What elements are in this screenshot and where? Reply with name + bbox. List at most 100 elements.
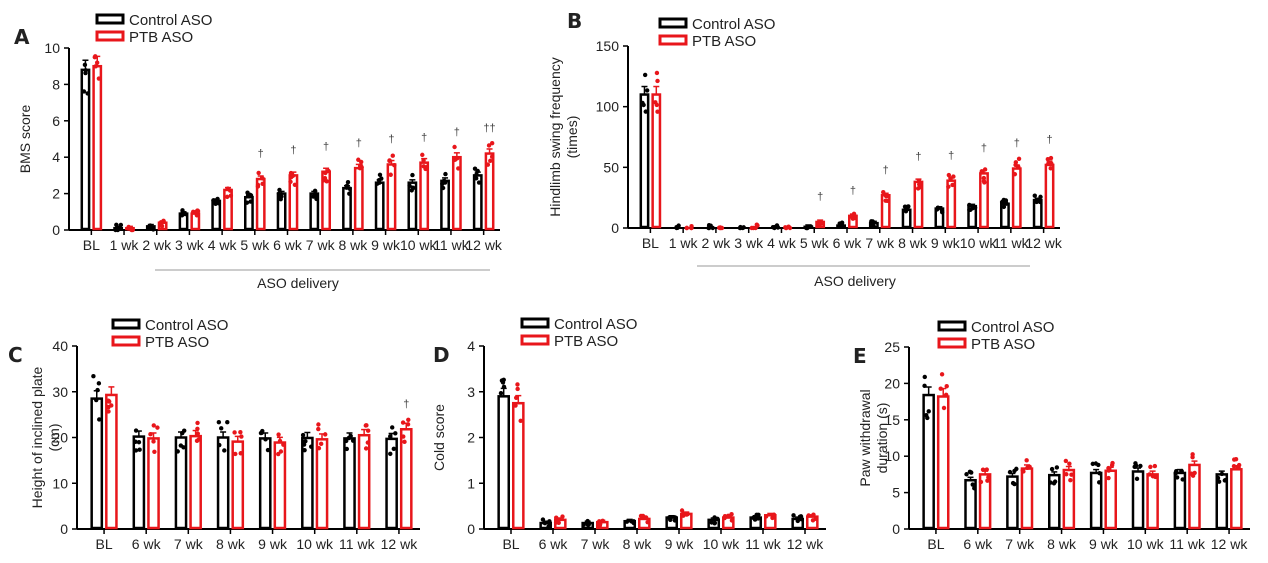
- x-tick-label: 4 wk: [767, 235, 797, 251]
- data-point: [489, 141, 495, 146]
- data-point: [258, 430, 264, 436]
- x-tick-label: 9 wk: [931, 235, 961, 251]
- x-tick-label: 8 wk: [898, 235, 928, 251]
- data-point: [1109, 462, 1115, 468]
- legend-swatch-ptb: [111, 335, 141, 347]
- data-point: [81, 89, 87, 94]
- data-point: [407, 183, 412, 188]
- data-point: [644, 88, 650, 93]
- data-point: [91, 373, 96, 379]
- data-point: [1106, 475, 1111, 481]
- data-point: [903, 209, 909, 214]
- data-point: [943, 392, 949, 398]
- data-point: [951, 174, 956, 179]
- significance-marker: †: [883, 164, 889, 176]
- y-axis-label: Cold score: [431, 404, 447, 471]
- data-point: [193, 209, 199, 215]
- legend-label-ptb: PTB ASO: [554, 333, 618, 350]
- data-point: [1152, 463, 1158, 469]
- data-point: [180, 208, 185, 213]
- x-tick-label: 6 wk: [963, 536, 993, 552]
- data-point: [1049, 466, 1055, 472]
- data-point: [406, 417, 411, 422]
- y-tick-label: 6: [52, 113, 60, 129]
- data-point: [1097, 471, 1102, 476]
- data-point: [581, 522, 586, 527]
- data-point: [363, 446, 369, 451]
- data-point: [379, 176, 384, 181]
- legend-swatch-control: [937, 320, 967, 332]
- data-point: [980, 467, 986, 472]
- legend-swatch-ptb: [658, 34, 688, 46]
- data-point: [152, 449, 157, 454]
- data-point: [979, 169, 984, 174]
- x-tick-label: 7 wk: [865, 235, 895, 251]
- x-tick-label: 8 wk: [338, 237, 368, 253]
- data-point: [443, 171, 448, 177]
- data-point: [513, 403, 518, 408]
- data-point: [624, 519, 630, 524]
- bar-ptb: [189, 434, 202, 530]
- data-point: [265, 447, 271, 453]
- data-point: [653, 100, 658, 105]
- data-point: [722, 515, 727, 521]
- data-point: [674, 224, 679, 230]
- significance-marker: ††: [483, 123, 495, 135]
- data-point: [970, 206, 975, 211]
- data-point: [486, 143, 492, 148]
- data-point: [314, 196, 319, 202]
- x-tick-label: 10 wk: [703, 536, 741, 552]
- data-point: [515, 386, 520, 392]
- y-tick-label: 20: [52, 430, 68, 446]
- data-point: [400, 420, 406, 425]
- data-point: [238, 451, 243, 456]
- y-tick-label: 2: [467, 430, 475, 446]
- significance-marker: †: [915, 151, 921, 163]
- data-point: [903, 204, 909, 210]
- data-point: [489, 154, 495, 159]
- data-point: [1064, 472, 1069, 477]
- data-point: [717, 225, 723, 230]
- data-point: [982, 167, 988, 172]
- data-point: [813, 516, 819, 521]
- data-point: [402, 439, 407, 445]
- data-point: [1037, 199, 1043, 205]
- data-point: [440, 185, 446, 191]
- y-tick-label: 0: [611, 220, 619, 236]
- data-point: [276, 451, 281, 457]
- data-point: [1007, 469, 1013, 475]
- x-tick-label: 3 wk: [175, 237, 205, 253]
- data-point: [655, 78, 660, 84]
- y-tick-label: 40: [52, 338, 68, 354]
- data-point: [939, 372, 945, 377]
- x-tick-label: 10 wk: [1127, 536, 1165, 552]
- x-tick-label: 7 wk: [1005, 536, 1035, 552]
- data-point: [1046, 161, 1051, 166]
- y-tick-label: 25: [884, 339, 900, 355]
- data-point: [852, 215, 857, 221]
- legend-swatch-control: [520, 317, 550, 329]
- data-point: [922, 383, 927, 389]
- bar-ptb: [92, 64, 103, 231]
- data-point: [195, 431, 201, 436]
- data-point: [1012, 171, 1018, 177]
- data-point: [475, 168, 480, 174]
- y-tick-label: 4: [467, 338, 475, 354]
- data-point: [925, 415, 930, 421]
- y-tick-label: 0: [52, 222, 60, 238]
- data-point: [672, 515, 678, 520]
- data-point: [256, 170, 261, 176]
- data-point: [501, 384, 507, 390]
- data-point: [302, 447, 307, 453]
- data-point: [972, 486, 977, 491]
- data-point: [350, 438, 356, 443]
- data-point: [969, 470, 974, 475]
- bar-control: [497, 395, 510, 530]
- data-point: [1179, 468, 1184, 474]
- y-tick-label: 10: [884, 448, 900, 464]
- data-point: [982, 180, 987, 185]
- data-point: [393, 431, 398, 436]
